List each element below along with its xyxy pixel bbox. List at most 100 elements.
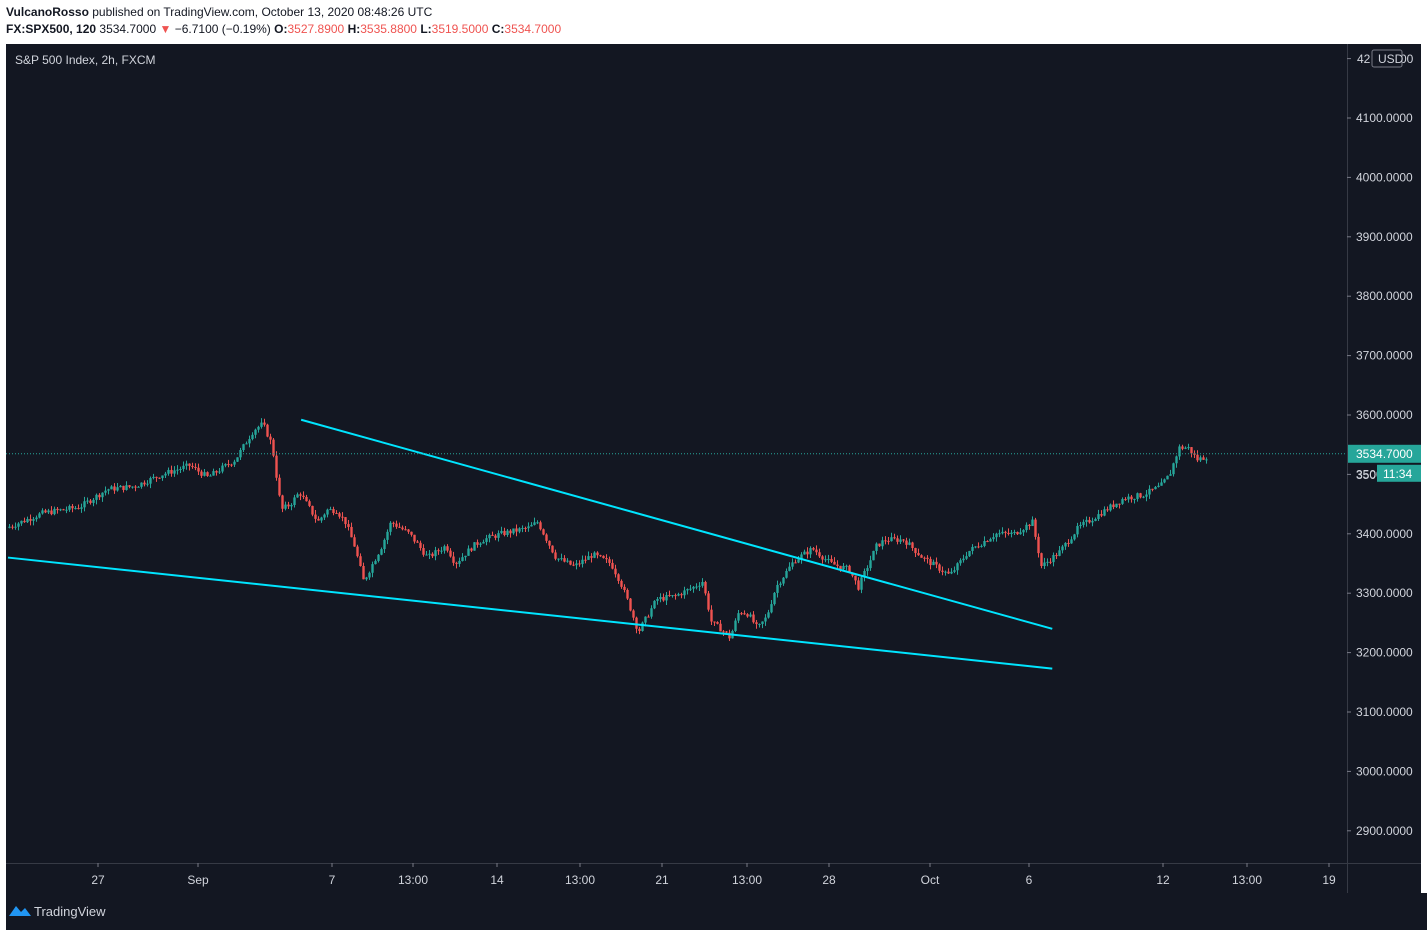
- candle-body: [1109, 504, 1112, 511]
- candle-body: [656, 598, 659, 601]
- candle-body: [218, 471, 221, 473]
- candle-body: [557, 558, 560, 560]
- candle-body: [185, 463, 188, 466]
- candle-body: [1139, 493, 1142, 498]
- candle-body: [176, 469, 179, 471]
- candle-body: [671, 595, 674, 597]
- candle-body: [845, 565, 848, 567]
- candle-body: [965, 556, 968, 559]
- candle-body: [332, 509, 335, 514]
- author-name[interactable]: VulcanoRosso: [6, 5, 89, 19]
- trendline-upper[interactable]: [300, 418, 1053, 630]
- candle-body: [419, 542, 422, 549]
- candle-body: [1091, 520, 1094, 523]
- candle-body: [590, 556, 593, 558]
- candle-body: [536, 522, 539, 524]
- candle-body: [1085, 519, 1088, 522]
- candle-body: [353, 537, 356, 547]
- candle-body: [740, 613, 743, 615]
- candle-body: [863, 571, 866, 578]
- price-chart[interactable]: 2900.0000 3000.0000 3100.0000 3200.0000 3300…: [6, 44, 1421, 893]
- candle-body: [719, 623, 722, 632]
- high-label: H:: [347, 22, 361, 36]
- candle-body: [608, 559, 611, 563]
- candle-body: [542, 529, 545, 535]
- x-tick-label: 28: [822, 873, 836, 887]
- candle-body: [647, 616, 650, 618]
- candle-body: [1079, 524, 1082, 526]
- candle-body: [1082, 521, 1085, 525]
- candle-body: [41, 510, 44, 514]
- candle-body: [710, 609, 713, 622]
- candle-body: [413, 534, 416, 542]
- candle-body: [380, 549, 383, 555]
- candle-body: [368, 572, 371, 578]
- candle-body: [35, 517, 38, 520]
- candle-body: [713, 621, 716, 623]
- candle-body: [98, 494, 101, 498]
- candle-body: [1043, 562, 1046, 567]
- candle-body: [974, 546, 977, 548]
- candle-body: [1058, 550, 1061, 556]
- candle-body: [308, 501, 311, 506]
- chart-frame[interactable]: 2900.0000 3000.0000 3100.0000 3200.0000 3300…: [6, 44, 1421, 893]
- currency-box[interactable]: [1371, 49, 1403, 68]
- candle-body: [320, 517, 323, 521]
- candle-body: [695, 586, 698, 588]
- candle-body: [878, 543, 881, 547]
- candle-body: [1103, 509, 1106, 516]
- candle-body: [920, 555, 923, 558]
- candle-body: [341, 516, 344, 518]
- candle-body: [959, 560, 962, 564]
- candle-body: [491, 534, 494, 536]
- candle-body: [725, 631, 728, 633]
- candle-body: [47, 510, 50, 513]
- candle-body: [260, 422, 263, 427]
- candle-body: [1028, 524, 1031, 527]
- candle-body: [566, 560, 569, 562]
- tradingview-logo-icon[interactable]: [8, 903, 32, 919]
- symbol: FX:SPX500, 120: [6, 22, 97, 36]
- candle-body: [689, 588, 692, 590]
- candle-body: [872, 550, 875, 561]
- low-value: 3519.5000: [431, 22, 489, 36]
- x-tick-label: 13:00: [1232, 873, 1262, 887]
- candle-body: [1115, 503, 1118, 508]
- last-price-badge: [1348, 444, 1421, 463]
- candle-body: [884, 540, 887, 542]
- candle-body: [1055, 555, 1058, 557]
- candle-body: [551, 545, 554, 553]
- candle-body: [944, 571, 947, 573]
- candle-body: [1202, 457, 1205, 460]
- last-price-label: 3534.7000: [1356, 447, 1413, 461]
- candle-body: [1088, 519, 1091, 523]
- candle-body: [1061, 546, 1064, 551]
- candle-body: [545, 534, 548, 541]
- candle-body: [20, 520, 23, 524]
- candle-body: [164, 473, 167, 476]
- candle-body: [908, 542, 911, 545]
- candle-body: [629, 598, 632, 611]
- published-text: published on TradingView.com, October 13…: [92, 5, 433, 19]
- footer-brand[interactable]: TradingView: [34, 904, 106, 919]
- trendline-lower[interactable]: [7, 556, 1053, 670]
- candle-body: [473, 542, 476, 551]
- candle-body: [980, 545, 983, 547]
- candle-body: [1025, 524, 1028, 531]
- candle-body: [1040, 553, 1043, 567]
- candle-body: [1016, 531, 1019, 535]
- candle-body: [1031, 519, 1034, 527]
- candle-body: [137, 486, 140, 488]
- candle-body: [605, 558, 608, 560]
- x-tick-label: 19: [1322, 873, 1336, 887]
- candle-body: [179, 468, 182, 470]
- candle-body: [266, 424, 269, 437]
- candle-body: [29, 518, 32, 521]
- candle-body: [956, 563, 959, 571]
- publish-info: VulcanoRosso published on TradingView.co…: [6, 5, 432, 19]
- candle-body: [398, 526, 401, 528]
- candle-body: [425, 554, 428, 556]
- candle-body: [200, 471, 203, 476]
- candle-body: [665, 595, 668, 601]
- candle-body: [452, 556, 455, 563]
